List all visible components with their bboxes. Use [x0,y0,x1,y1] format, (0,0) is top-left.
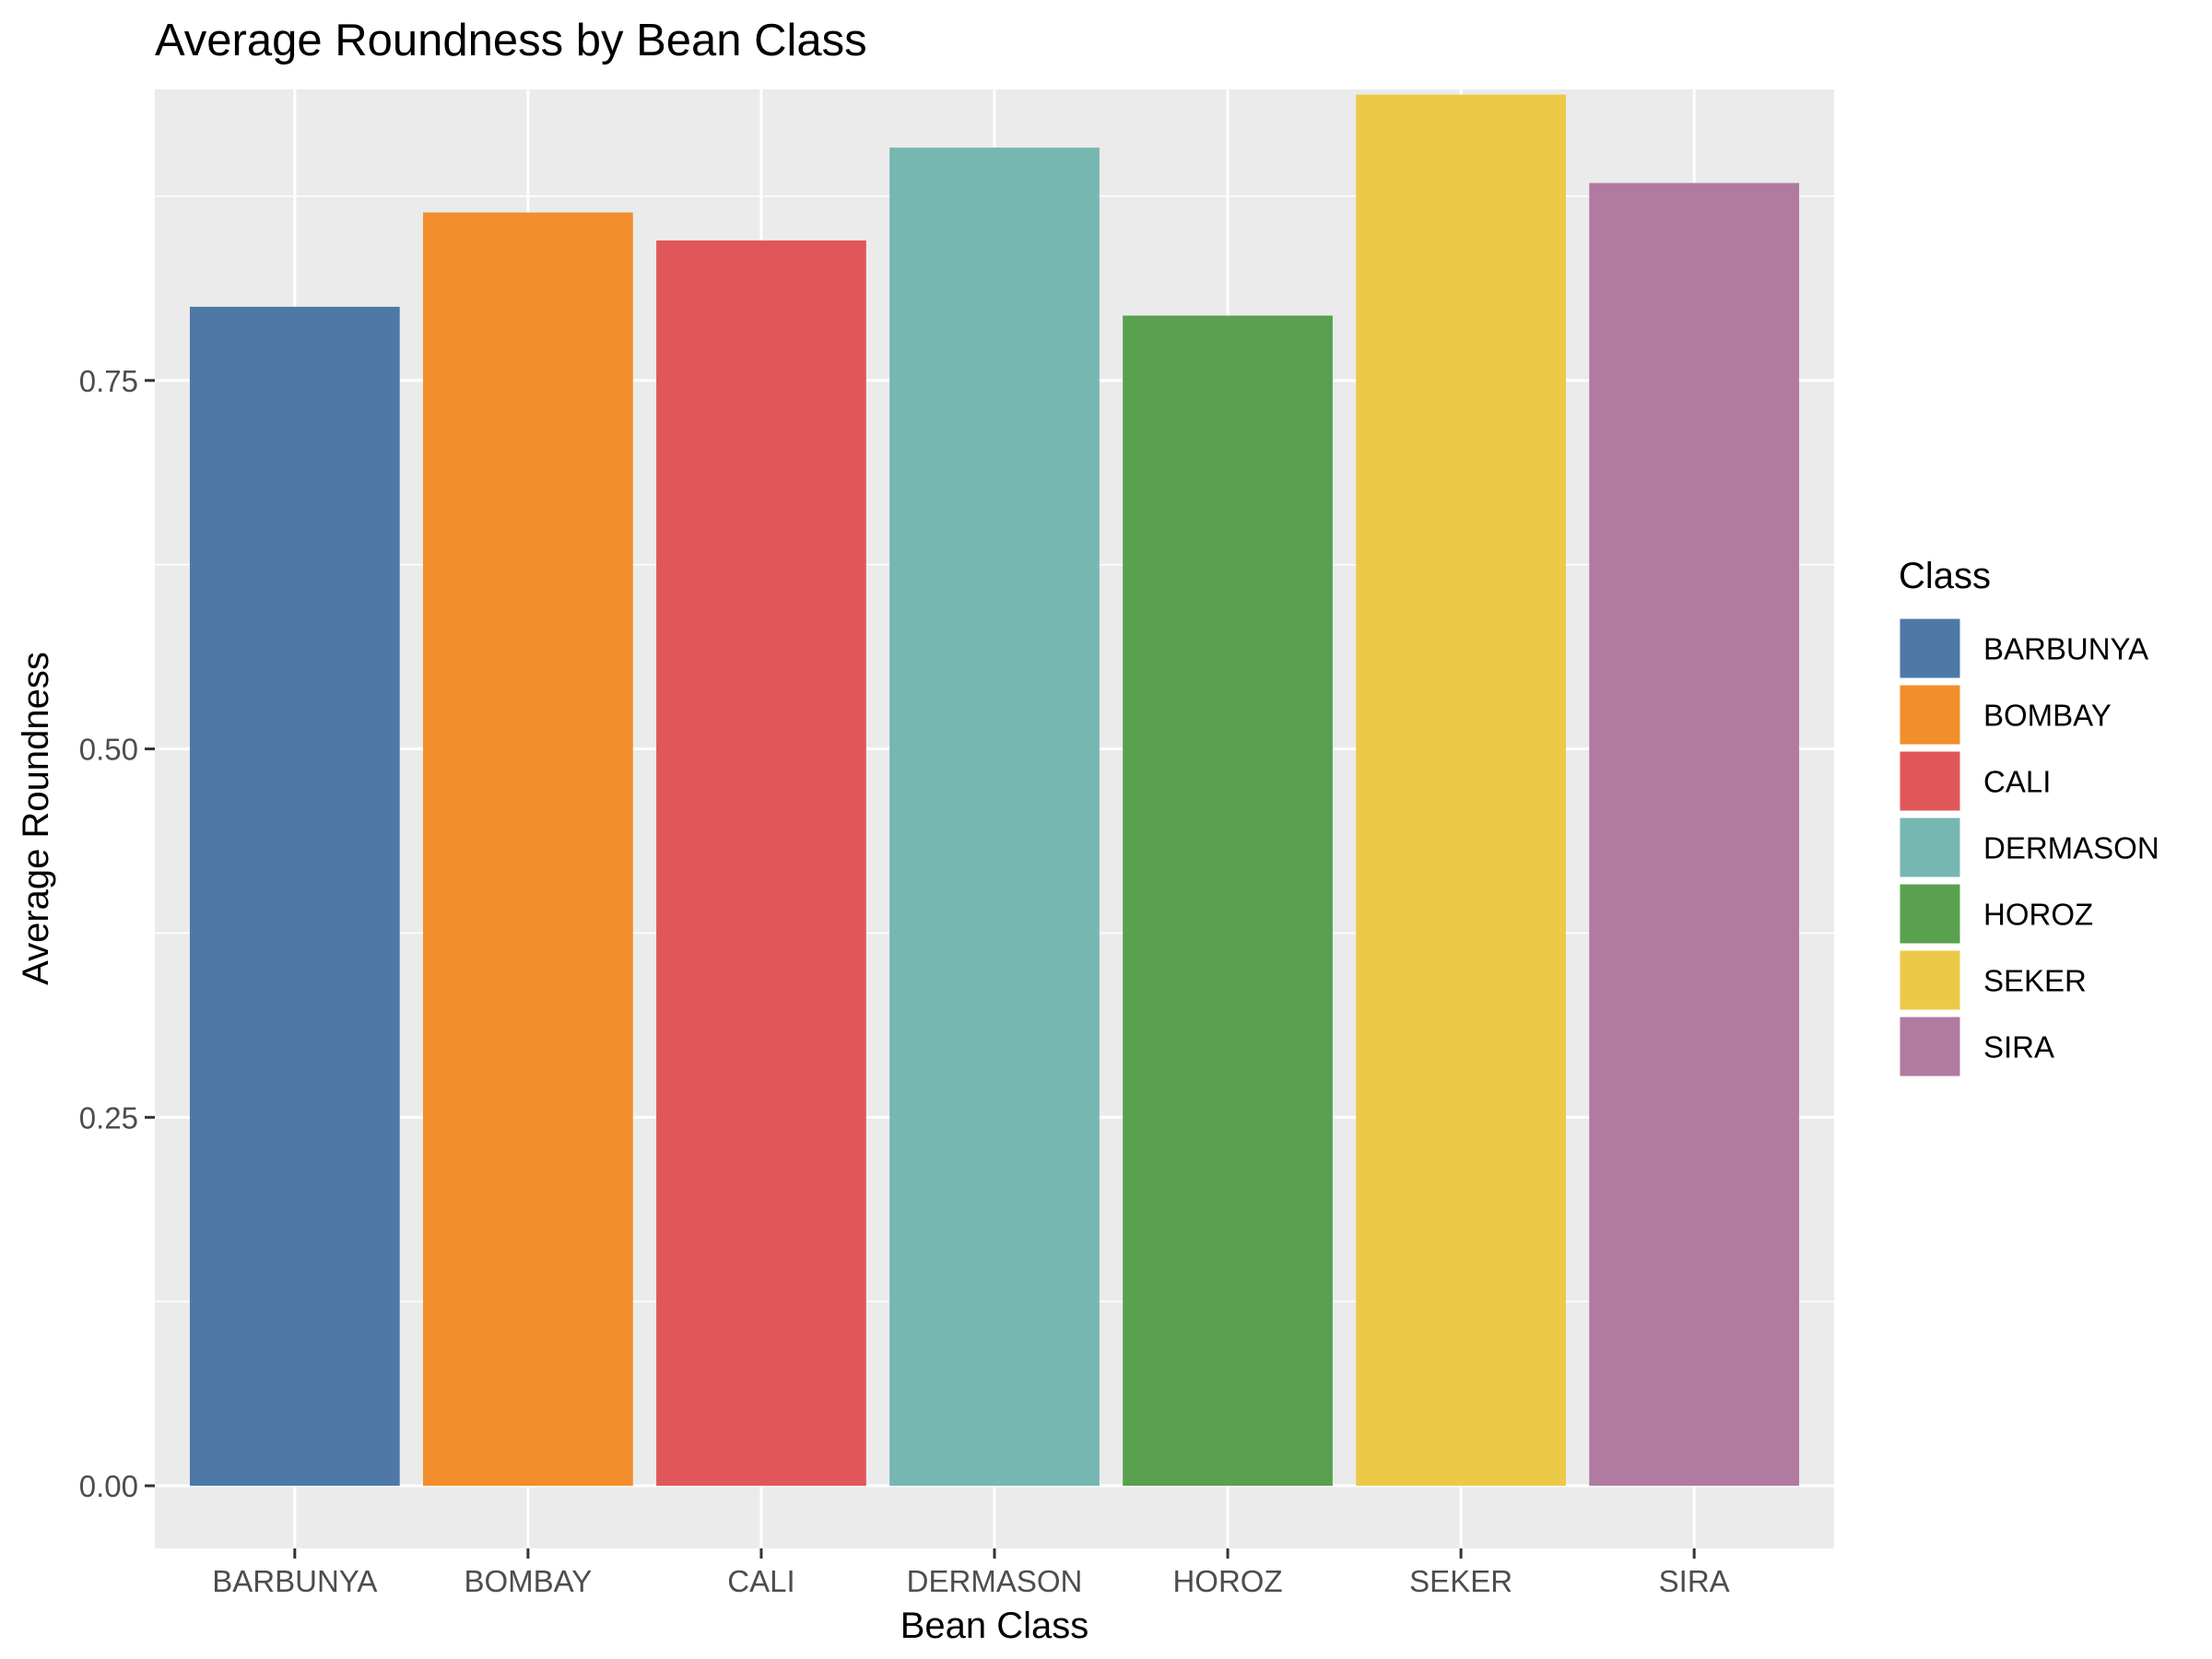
bar-dermason [889,147,1100,1487]
y-axis: 0.00 0.25 0.50 0.75 [79,364,155,1503]
legend-title: Class [1899,556,1991,596]
x-tick-label: CALI [727,1564,794,1598]
x-tick-label: HOROZ [1172,1564,1282,1598]
x-tick-label: SIRA [1659,1564,1730,1598]
legend-key-cali [1897,748,1963,814]
legend-label: BOMBAY [1983,699,2112,733]
legend-label: CALI [1983,765,2051,799]
y-tick-label: 0.00 [79,1469,138,1503]
bars [189,94,1800,1487]
x-tick-label: BOMBAY [465,1564,593,1598]
bar-sira [1589,182,1800,1487]
x-tick-label: DERMASON [907,1564,1083,1598]
legend-label: HOROZ [1983,898,2093,932]
legend-key-seker [1897,947,1963,1013]
bar-barbunya [189,306,400,1487]
legend-label: DERMASON [1983,831,2159,865]
legend-key-dermason [1897,815,1963,880]
legend-key-horoz [1897,881,1963,947]
chart-title: Average Roundness by Bean Class [155,16,867,65]
y-tick-label: 0.75 [79,364,138,398]
x-tick-label: BARBUNYA [212,1564,377,1598]
x-tick-label: SEKER [1409,1564,1512,1598]
legend-key-barbunya [1897,616,1963,681]
bar-horoz [1123,315,1333,1487]
bar-cali [656,240,866,1487]
legend-label: BARBUNYA [1983,632,2148,666]
legend-key-sira [1897,1014,1963,1079]
legend-label: SIRA [1983,1030,2054,1065]
y-axis-title: Average Roundness [16,652,56,985]
legend: Class BARBUNYA BOMBAY CALI DERMASON HOROZ SEK… [1897,556,2159,1079]
bar-bombay [423,212,633,1487]
x-axis-title: Bean Class [900,1606,1089,1646]
legend-key-bombay [1897,682,1963,747]
legend-label: SEKER [1983,964,2087,998]
y-tick-label: 0.50 [79,733,138,767]
bar-seker [1356,94,1566,1487]
y-tick-label: 0.25 [79,1100,138,1135]
x-axis: BARBUNYA BOMBAY CALI DERMASON HOROZ SEKER SIRA [212,1548,1730,1598]
